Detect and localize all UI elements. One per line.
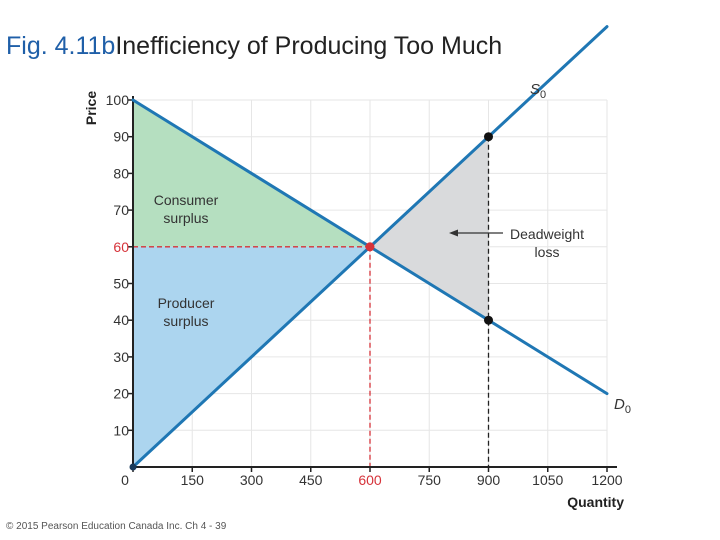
deadweight-arrow-head: [449, 229, 458, 237]
y-axis-title: Price: [83, 91, 99, 125]
x-tick-label: 300: [240, 472, 264, 488]
axes: [128, 96, 617, 472]
x-tick-label: 0: [121, 472, 129, 488]
x-tick-label: 750: [418, 472, 442, 488]
y-tick-label: 10: [113, 422, 129, 438]
figure-label: Fig. 4.11b: [6, 32, 116, 60]
x-tick-label: 450: [299, 472, 323, 488]
x-tick-label: 1200: [591, 472, 622, 488]
consumer-surplus-label: surplus: [163, 210, 208, 226]
chart-text: 0 150 300 450 600 750 900 1050 1200 10 20 30 40 50 60 7…: [83, 81, 631, 510]
equilibrium-point: [365, 242, 375, 252]
copyright-footer: © 2015 Pearson Education Canada Inc. Ch …: [6, 521, 227, 532]
supply-at-900: [484, 132, 493, 142]
consumer-surplus-label: Consumer: [154, 192, 219, 208]
supply-curve-label: S0: [530, 81, 546, 101]
producer-surplus-label: surplus: [163, 313, 208, 329]
producer-surplus-label: Producer: [158, 295, 215, 311]
deadweight-loss-label: loss: [535, 244, 560, 260]
demand-at-900: [484, 315, 493, 325]
x-tick-label: 600: [358, 472, 382, 488]
y-tick-label: 20: [113, 386, 129, 402]
slide-title: Fig. 4.11bInefficiency of Producing Too …: [6, 30, 502, 62]
x-tick-label: 1050: [532, 472, 563, 488]
origin-point: [129, 463, 137, 471]
x-axis-title: Quantity: [567, 494, 624, 510]
y-tick-label: 80: [113, 165, 129, 181]
y-tick-label: 50: [113, 276, 129, 292]
deadweight-loss-label: Deadweight: [510, 226, 584, 242]
points: [129, 132, 493, 471]
demand-curve-label: D0: [614, 396, 631, 416]
x-tick-label: 900: [477, 472, 501, 488]
y-tick-label: 70: [113, 202, 129, 218]
figure-title: Inefficiency of Producing Too Much: [115, 32, 503, 60]
y-tick-label: 60: [113, 239, 129, 255]
x-tick-label: 150: [181, 472, 205, 488]
y-tick-label: 90: [113, 129, 129, 145]
guide-lines: [133, 136, 490, 467]
y-tick-label: 30: [113, 349, 129, 365]
y-tick-label: 100: [106, 92, 130, 108]
deadweight-loss-area: [370, 136, 489, 321]
y-tick-label: 40: [113, 312, 129, 328]
